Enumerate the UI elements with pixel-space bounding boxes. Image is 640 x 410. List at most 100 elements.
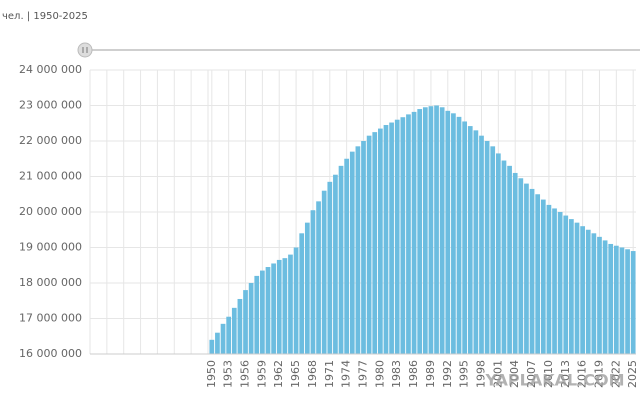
bar bbox=[557, 212, 563, 354]
x-tick-label: 1995 bbox=[458, 360, 471, 388]
bar bbox=[406, 114, 411, 354]
y-tick-label: 22 000 000 bbox=[19, 134, 82, 147]
bar bbox=[535, 194, 541, 354]
bar bbox=[484, 141, 490, 354]
bar bbox=[602, 240, 608, 354]
bar bbox=[361, 141, 366, 354]
bar bbox=[383, 125, 389, 355]
bar bbox=[495, 153, 501, 354]
x-tick-label: 1998 bbox=[474, 360, 487, 388]
bar bbox=[231, 307, 237, 354]
bar bbox=[473, 130, 479, 354]
x-tick-label: 1989 bbox=[424, 360, 437, 388]
x-tick-label: 2004 bbox=[508, 360, 521, 388]
bar bbox=[299, 233, 305, 354]
bar bbox=[411, 111, 417, 354]
bar bbox=[574, 222, 580, 354]
bar bbox=[327, 181, 333, 354]
bar bbox=[608, 243, 614, 354]
bar bbox=[580, 226, 585, 354]
bar bbox=[271, 263, 276, 354]
bar bbox=[254, 275, 260, 354]
x-tick-label: 1956 bbox=[239, 360, 252, 388]
bar bbox=[400, 117, 406, 354]
x-tick-label: 1980 bbox=[373, 360, 386, 388]
bar bbox=[248, 283, 254, 354]
bar bbox=[518, 178, 524, 354]
bar bbox=[585, 229, 591, 354]
bar bbox=[310, 210, 316, 354]
bar bbox=[569, 219, 574, 354]
bar bbox=[546, 204, 552, 354]
bar bbox=[456, 116, 462, 354]
y-tick-label: 19 000 000 bbox=[19, 241, 82, 254]
x-tick-label: 2013 bbox=[559, 360, 572, 388]
x-tick-label: 1971 bbox=[323, 360, 336, 388]
x-tick-label: 2010 bbox=[542, 360, 555, 388]
x-tick-label: 1965 bbox=[289, 360, 302, 388]
y-tick-label: 17 000 000 bbox=[19, 312, 82, 325]
bar bbox=[260, 270, 265, 354]
bar bbox=[439, 107, 445, 355]
bar bbox=[226, 316, 232, 354]
x-tick-label: 2016 bbox=[576, 360, 589, 388]
bar bbox=[540, 199, 546, 354]
bar bbox=[276, 259, 282, 354]
bar bbox=[467, 126, 473, 354]
bar bbox=[378, 128, 383, 354]
x-tick-label: 1968 bbox=[306, 360, 319, 388]
y-tick-label: 20 000 000 bbox=[19, 205, 82, 218]
bar bbox=[479, 135, 484, 354]
x-tick-label: 1992 bbox=[441, 360, 454, 388]
bar bbox=[372, 132, 378, 354]
bar bbox=[366, 135, 372, 354]
bar bbox=[316, 201, 321, 354]
bar bbox=[552, 208, 557, 354]
x-tick-label: 2022 bbox=[609, 360, 622, 388]
bar bbox=[304, 222, 310, 354]
slider-handle[interactable] bbox=[77, 42, 93, 58]
bar bbox=[282, 258, 288, 354]
bar bbox=[512, 172, 518, 354]
x-tick-label: 1974 bbox=[340, 360, 353, 388]
bar bbox=[237, 298, 243, 354]
bar bbox=[355, 146, 361, 354]
bar bbox=[507, 165, 512, 354]
chart-subtitle: чел. | 1950-2025 bbox=[2, 11, 88, 22]
bar bbox=[417, 109, 423, 354]
bar bbox=[209, 339, 215, 354]
x-tick-label: 1983 bbox=[390, 360, 403, 388]
bar bbox=[288, 254, 293, 354]
bar bbox=[434, 105, 439, 354]
plot: 16 000 000 17 000 000 18 000 000 19 000 000… bbox=[19, 63, 639, 388]
x-tick-label: 1962 bbox=[272, 360, 285, 388]
x-tick-label: 1950 bbox=[205, 360, 218, 388]
x-tick-label: 2001 bbox=[491, 360, 504, 388]
watermark: YAPLAKAL.COM bbox=[484, 371, 624, 390]
x-tick-label: 1959 bbox=[255, 360, 268, 388]
y-tick-label: 24 000 000 bbox=[19, 63, 82, 76]
bar bbox=[445, 110, 451, 354]
bar bbox=[630, 251, 636, 354]
bar bbox=[597, 236, 602, 354]
bar bbox=[265, 267, 271, 354]
bar bbox=[215, 332, 220, 354]
y-tick-label: 18 000 000 bbox=[19, 276, 82, 289]
bar bbox=[501, 160, 507, 354]
bar bbox=[349, 151, 355, 354]
y-tick-label: 21 000 000 bbox=[19, 170, 82, 183]
bar bbox=[529, 188, 535, 354]
bar bbox=[321, 190, 327, 354]
bar bbox=[344, 158, 350, 354]
x-tick-label: 2025 bbox=[626, 360, 639, 388]
bar bbox=[462, 121, 467, 354]
x-tick-label: 2007 bbox=[525, 360, 538, 388]
bar bbox=[220, 323, 226, 354]
x-tick-label: 2019 bbox=[592, 360, 605, 388]
bar bbox=[389, 122, 394, 354]
x-tick-label: 1986 bbox=[407, 360, 420, 388]
y-tick-label: 23 000 000 bbox=[19, 99, 82, 112]
bar bbox=[613, 245, 619, 354]
bar bbox=[338, 165, 344, 354]
